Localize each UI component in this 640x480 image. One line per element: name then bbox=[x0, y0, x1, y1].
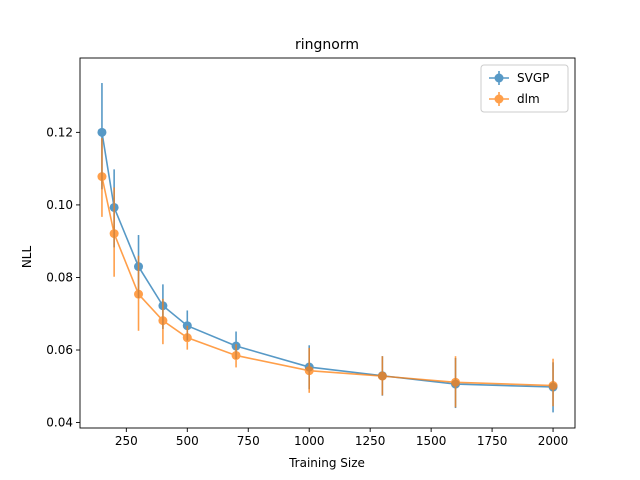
data-point bbox=[97, 127, 107, 137]
data-point bbox=[134, 289, 144, 299]
legend: SVGP dlm bbox=[480, 64, 569, 113]
x-tick-label: 1500 bbox=[416, 434, 447, 448]
x-tick-label: 1250 bbox=[355, 434, 386, 448]
chart-title: ringnorm bbox=[295, 37, 359, 53]
data-point bbox=[377, 371, 387, 381]
data-point bbox=[231, 350, 241, 360]
y-tick-label: 0.10 bbox=[46, 198, 73, 212]
series-line bbox=[101, 176, 554, 387]
data-point bbox=[97, 172, 107, 182]
data-point bbox=[304, 366, 314, 376]
data-point bbox=[548, 381, 558, 391]
data-point bbox=[182, 333, 192, 343]
x-axis-label: Training Size bbox=[288, 456, 365, 470]
legend-marker bbox=[494, 94, 504, 104]
x-tick-label: 1000 bbox=[294, 434, 325, 448]
y-tick-label: 0.06 bbox=[46, 343, 73, 357]
x-tick-label: 750 bbox=[237, 434, 260, 448]
x-tick-label: 2000 bbox=[538, 434, 569, 448]
legend-label: SVGP bbox=[517, 71, 549, 85]
series-svgp bbox=[97, 83, 558, 413]
axes: 250 500 750 1000 1250 1500 1750 2000 0.04 0.06 0.0… bbox=[46, 57, 576, 448]
data-point bbox=[158, 316, 168, 326]
y-tick-label: 0.12 bbox=[46, 125, 73, 139]
data-point bbox=[451, 377, 461, 387]
legend-label: dlm bbox=[517, 92, 540, 106]
data-point bbox=[109, 229, 119, 239]
series-dlm bbox=[97, 138, 558, 408]
legend-entry-svgp bbox=[489, 71, 509, 85]
y-tick-label: 0.04 bbox=[46, 416, 73, 430]
y-axis-label: NLL bbox=[20, 246, 34, 269]
legend-entry-dlm bbox=[489, 92, 509, 106]
legend-marker bbox=[494, 73, 504, 83]
series-line bbox=[101, 132, 554, 388]
axes-frame bbox=[79, 57, 576, 429]
x-tick-label: 1750 bbox=[477, 434, 508, 448]
x-tick-label: 250 bbox=[115, 434, 138, 448]
plot-area bbox=[97, 83, 558, 413]
x-tick-label: 500 bbox=[176, 434, 199, 448]
y-tick-label: 0.08 bbox=[46, 270, 73, 284]
